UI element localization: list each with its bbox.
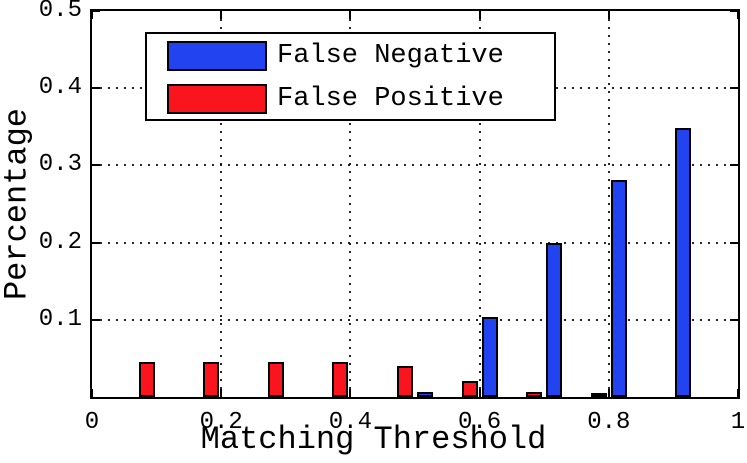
bar-false-negative-0.6 [481,317,498,397]
tick-mark-y-right [730,318,738,321]
bar-false-negative-0.9 [675,128,692,397]
legend-swatch-false-positive [167,84,267,114]
gridline-horizontal [92,241,738,244]
gridline-vertical [220,11,223,397]
tick-mark-y-left [92,87,100,90]
x-tick-label: 0.8 [587,409,631,436]
y-tick-label: 0.1 [38,305,82,333]
tick-mark-y-right [730,10,738,12]
bar-false-positive-0.4 [332,362,349,397]
tick-mark-y-left [92,241,100,244]
bar-false-positive-0.7 [526,391,543,397]
tick-mark-x-bottom [607,389,610,397]
tick-mark-x-bottom [349,389,352,397]
tick-mark-x-top [478,11,481,19]
x-tick-label: 0 [84,409,100,436]
y-tick-label: 0.3 [38,151,82,179]
bar-false-positive-0.6 [461,380,478,397]
tick-mark-x-top [349,11,352,19]
tick-mark-x-bottom [478,389,481,397]
legend-item-false-positive: False Positive [167,83,546,115]
bar-false-positive-0.2 [203,362,220,397]
y-tick-label: 0.2 [38,228,82,256]
x-tick-label: 0.2 [199,409,243,436]
x-axis-label: Matching Threshold [200,421,547,458]
bar-false-negative-0.8 [610,180,627,397]
plot-area: 0 0.2 0.4 0.6 0.8 1 0.1 0.2 0.3 0.4 0.5 False Nega… [39,0,745,436]
bar-false-negative-0.7 [546,243,563,397]
gridline-horizontal [92,318,738,321]
y-tick-label: 0.5 [38,0,82,24]
bar-false-positive-0.1 [138,362,155,397]
gridline-vertical [607,11,610,397]
x-tick-label: 1 [730,409,746,436]
tick-mark-x-top [220,11,223,19]
legend-swatch-false-negative [167,41,267,71]
tick-mark-y-right [730,241,738,244]
tick-mark-x-top [607,11,610,19]
bar-false-positive-0.3 [267,362,284,397]
gridline-horizontal [92,164,738,167]
bar-false-negative-0.5 [417,392,433,397]
tick-mark-y-left [92,10,100,12]
y-axis-label: Percentage [0,107,36,301]
tick-mark-x-top [91,11,93,19]
tick-mark-x-bottom [737,389,739,397]
tick-mark-y-right [730,164,738,167]
gridline-vertical [478,11,481,397]
x-tick-label: 0.4 [328,409,372,436]
x-tick-label: 0.6 [457,409,502,436]
bar-false-positive-0.5 [397,366,413,397]
tick-mark-x-bottom [220,389,223,397]
bar-false-positive-0.8 [590,393,607,397]
legend-label-false-positive: False Positive [277,84,504,114]
y-tick-label: 0.4 [38,74,82,102]
tick-mark-y-left [92,164,100,167]
legend-label-false-negative: False Negative [277,41,504,71]
tick-mark-x-top [737,11,739,19]
legend: False Negative False Positive [145,32,556,121]
tick-mark-y-right [730,87,738,90]
tick-mark-y-left [92,318,100,321]
tick-mark-x-bottom [91,389,93,397]
gridline-vertical [349,11,352,397]
legend-item-false-negative: False Negative [167,40,546,72]
